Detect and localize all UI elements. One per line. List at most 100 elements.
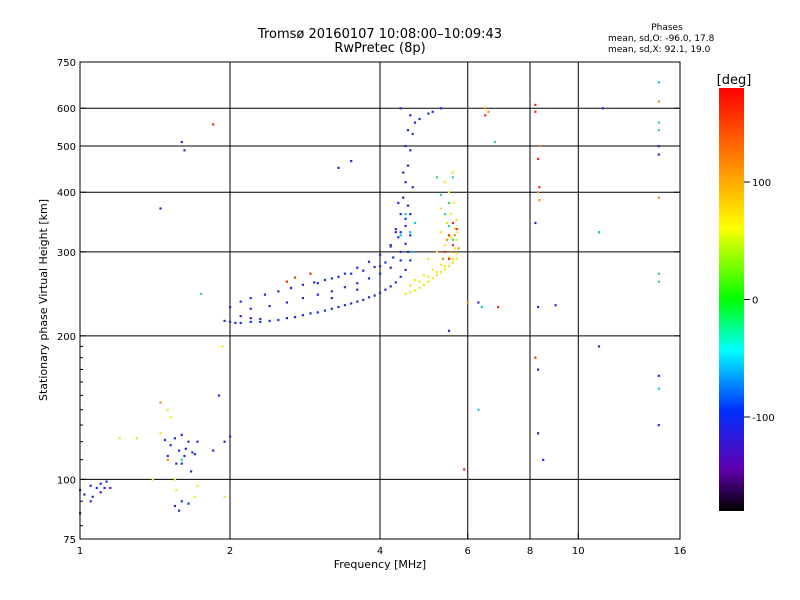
data-point — [399, 107, 402, 110]
data-point — [89, 500, 92, 503]
data-point — [409, 291, 412, 294]
data-point — [406, 164, 410, 167]
data-point — [234, 321, 237, 324]
data-point — [435, 271, 438, 274]
data-point — [337, 166, 340, 169]
data-point — [404, 268, 407, 271]
x-axis-label: Frequency [MHz] — [334, 558, 426, 571]
data-point — [402, 171, 405, 174]
data-point — [439, 263, 443, 266]
data-point — [91, 495, 94, 498]
data-point — [404, 217, 407, 220]
data-point — [379, 265, 382, 268]
data-point — [418, 280, 421, 283]
data-point — [397, 201, 400, 204]
data-point — [537, 305, 540, 309]
data-point — [323, 278, 326, 282]
data-point — [337, 305, 340, 309]
data-point — [337, 275, 340, 278]
data-point — [293, 276, 297, 279]
data-point — [330, 277, 333, 280]
data-point — [537, 368, 540, 371]
data-point — [439, 193, 443, 196]
data-point — [316, 293, 319, 296]
data-point — [118, 437, 121, 440]
data-point — [259, 317, 262, 321]
data-point — [451, 238, 454, 241]
data-point — [413, 121, 417, 124]
colorbar-label: [deg] — [717, 73, 752, 88]
data-point — [285, 317, 288, 320]
data-point — [229, 305, 232, 309]
data-point — [418, 286, 421, 290]
data-point — [367, 277, 371, 280]
data-point — [183, 454, 186, 458]
data-point — [330, 307, 333, 310]
data-point — [451, 257, 454, 260]
data-point — [451, 244, 454, 247]
data-point — [657, 145, 660, 148]
data-point — [356, 300, 359, 303]
data-point — [135, 437, 138, 440]
data-point — [166, 408, 169, 411]
data-point — [451, 176, 454, 179]
data-point — [379, 291, 382, 295]
data-point — [301, 283, 304, 286]
colorbar-tick-label: 100 — [752, 178, 771, 189]
data-point — [389, 266, 392, 269]
data-point — [399, 250, 402, 253]
data-point — [455, 252, 458, 255]
data-point — [109, 486, 112, 490]
data-point — [463, 468, 466, 471]
data-point — [229, 435, 232, 438]
x-tick-label: 16 — [674, 546, 687, 557]
data-point — [449, 236, 453, 239]
data-point — [221, 345, 224, 348]
data-point — [191, 451, 194, 454]
data-point — [163, 438, 166, 442]
data-point — [443, 244, 447, 247]
data-point — [453, 234, 456, 237]
data-point — [477, 301, 480, 304]
data-point — [249, 317, 252, 320]
data-point — [105, 480, 108, 483]
data-point — [379, 253, 382, 256]
data-point — [451, 221, 454, 225]
data-point — [455, 228, 458, 231]
data-point — [443, 213, 447, 216]
data-point — [309, 272, 312, 275]
data-point — [487, 110, 490, 113]
data-point — [657, 121, 660, 124]
data-point — [409, 213, 412, 216]
data-point — [180, 462, 183, 465]
data-point — [268, 319, 271, 322]
data-point — [447, 256, 451, 259]
data-point — [362, 269, 365, 272]
data-point — [356, 282, 359, 285]
data-point — [539, 145, 542, 148]
data-point — [373, 294, 376, 297]
x-tick-label: 10 — [572, 546, 585, 557]
data-point — [431, 268, 434, 271]
data-point — [249, 297, 252, 300]
data-point — [180, 433, 183, 436]
data-point — [477, 408, 480, 411]
data-point — [445, 238, 449, 241]
data-point — [447, 257, 451, 260]
data-point — [431, 277, 434, 280]
data-point — [466, 301, 469, 304]
data-point — [439, 207, 443, 210]
data-point — [657, 374, 660, 377]
data-point — [413, 221, 417, 225]
data-point — [409, 259, 412, 262]
data-point — [285, 301, 288, 304]
data-point — [455, 238, 458, 241]
y-tick-label: 500 — [57, 142, 76, 153]
data-point — [350, 160, 353, 163]
data-point — [384, 261, 387, 264]
data-point — [392, 256, 395, 259]
data-point — [445, 221, 449, 225]
data-point — [409, 231, 412, 234]
data-point — [409, 114, 412, 117]
data-point — [480, 305, 483, 309]
